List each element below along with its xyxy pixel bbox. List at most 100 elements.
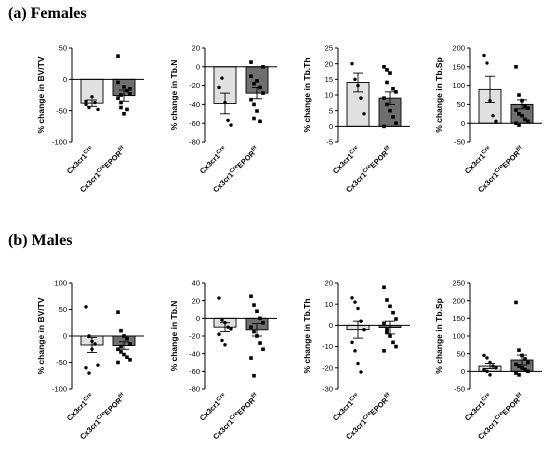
data-point: [514, 371, 518, 375]
chart-panel-7: -30 -20 -10 0 10 20 % change in Tb.Th Cx3cr1Cre…: [302, 279, 410, 441]
y-tick-label: -50: [454, 385, 465, 394]
data-point: [391, 310, 395, 315]
data-point: [261, 91, 265, 95]
x-tick-label: Cx3cr1Cre: [463, 145, 494, 176]
section-title-males: (b) Males: [8, 232, 73, 249]
data-point: [385, 102, 389, 107]
data-point: [482, 367, 486, 372]
data-point: [116, 360, 120, 365]
data-point: [122, 112, 126, 116]
data-point: [217, 296, 221, 300]
data-point: [252, 116, 256, 121]
data-point: [261, 347, 265, 352]
chart-panel-4: -50 0 50 100 150 200 % change in Tb.Sp Cx3cr1Cr…: [434, 44, 542, 194]
data-point: [84, 366, 88, 370]
y-tick-label: 20: [325, 279, 333, 288]
data-point: [220, 76, 224, 80]
data-point: [249, 294, 253, 299]
data-point: [514, 121, 518, 125]
data-point: [391, 86, 395, 91]
data-point: [116, 347, 120, 352]
data-point: [488, 360, 492, 365]
y-tick-label: -80: [189, 138, 200, 147]
y-axis-label: % change in BV/TV: [36, 56, 46, 133]
data-point: [382, 124, 386, 129]
y-axis-label: % change in Tb.Th: [302, 57, 312, 132]
data-point: [488, 98, 492, 103]
data-point: [523, 104, 527, 109]
data-point: [226, 118, 230, 123]
data-point: [526, 106, 530, 110]
x-tick-label: Cx3cr1Cre: [463, 392, 494, 423]
y-tick-label: 10: [325, 300, 333, 309]
y-tick-label: 50: [457, 100, 465, 109]
data-point: [394, 344, 398, 349]
y-tick-label: 100: [452, 332, 465, 341]
y-tick-label: 0: [63, 75, 67, 84]
data-point: [362, 327, 366, 332]
data-point: [517, 348, 521, 352]
data-point: [362, 112, 366, 116]
data-point: [90, 339, 94, 343]
data-point: [382, 321, 386, 326]
data-point: [488, 373, 492, 377]
data-point: [382, 349, 386, 353]
data-point: [388, 334, 392, 338]
data-point: [359, 319, 363, 323]
data-point: [526, 369, 530, 374]
data-point: [255, 334, 259, 338]
y-axis-label: % change in Tb.Sp: [434, 57, 444, 133]
data-point: [359, 370, 363, 374]
data-point: [520, 366, 524, 370]
data-point: [223, 321, 227, 325]
y-tick-label: 150: [452, 62, 465, 71]
data-point: [514, 65, 518, 69]
data-point: [226, 325, 230, 329]
data-point: [122, 352, 126, 357]
data-point: [125, 336, 129, 341]
y-axis-label: % change in Tb.Th: [302, 298, 312, 373]
data-point: [388, 108, 392, 113]
data-point: [258, 85, 262, 90]
x-tick-label: Cx3cr1Cre: [65, 392, 96, 423]
data-point: [255, 309, 259, 314]
y-axis-label: % change in Tb.Sp: [434, 298, 444, 374]
y-axis-label: % change in BV/TV: [36, 297, 46, 374]
data-point: [517, 364, 521, 368]
y-tick-label: 200: [452, 44, 465, 53]
data-point: [258, 316, 262, 321]
data-point: [385, 298, 389, 302]
data-point: [385, 68, 389, 72]
x-tick-label: Cx3cr1Cre: [198, 392, 229, 423]
data-point: [220, 318, 224, 322]
data-point: [517, 112, 521, 116]
data-point: [520, 113, 524, 118]
y-axis-label: % change in Tb.N: [169, 301, 179, 372]
data-point: [353, 77, 357, 82]
y-tick-label: 100: [452, 81, 465, 90]
data-point: [385, 329, 389, 334]
section-title-females: (a) Females: [8, 5, 87, 22]
data-point: [526, 119, 530, 124]
data-point: [220, 338, 224, 343]
data-point: [229, 327, 233, 331]
data-point: [116, 96, 120, 100]
y-tick-label: -40: [189, 100, 200, 109]
data-point: [116, 80, 120, 85]
data-point: [252, 329, 256, 334]
data-point: [485, 369, 489, 374]
data-point: [119, 344, 123, 349]
y-tick-label: 0: [196, 62, 200, 71]
data-point: [388, 304, 392, 309]
data-point: [526, 360, 530, 365]
data-point: [353, 349, 357, 353]
data-point: [394, 121, 398, 125]
y-tick-label: 200: [452, 296, 465, 305]
y-tick-label: 15: [325, 75, 333, 84]
data-point: [252, 303, 256, 307]
data-point: [356, 83, 360, 88]
y-tick-label: 0: [329, 321, 333, 330]
data-point: [122, 334, 126, 338]
